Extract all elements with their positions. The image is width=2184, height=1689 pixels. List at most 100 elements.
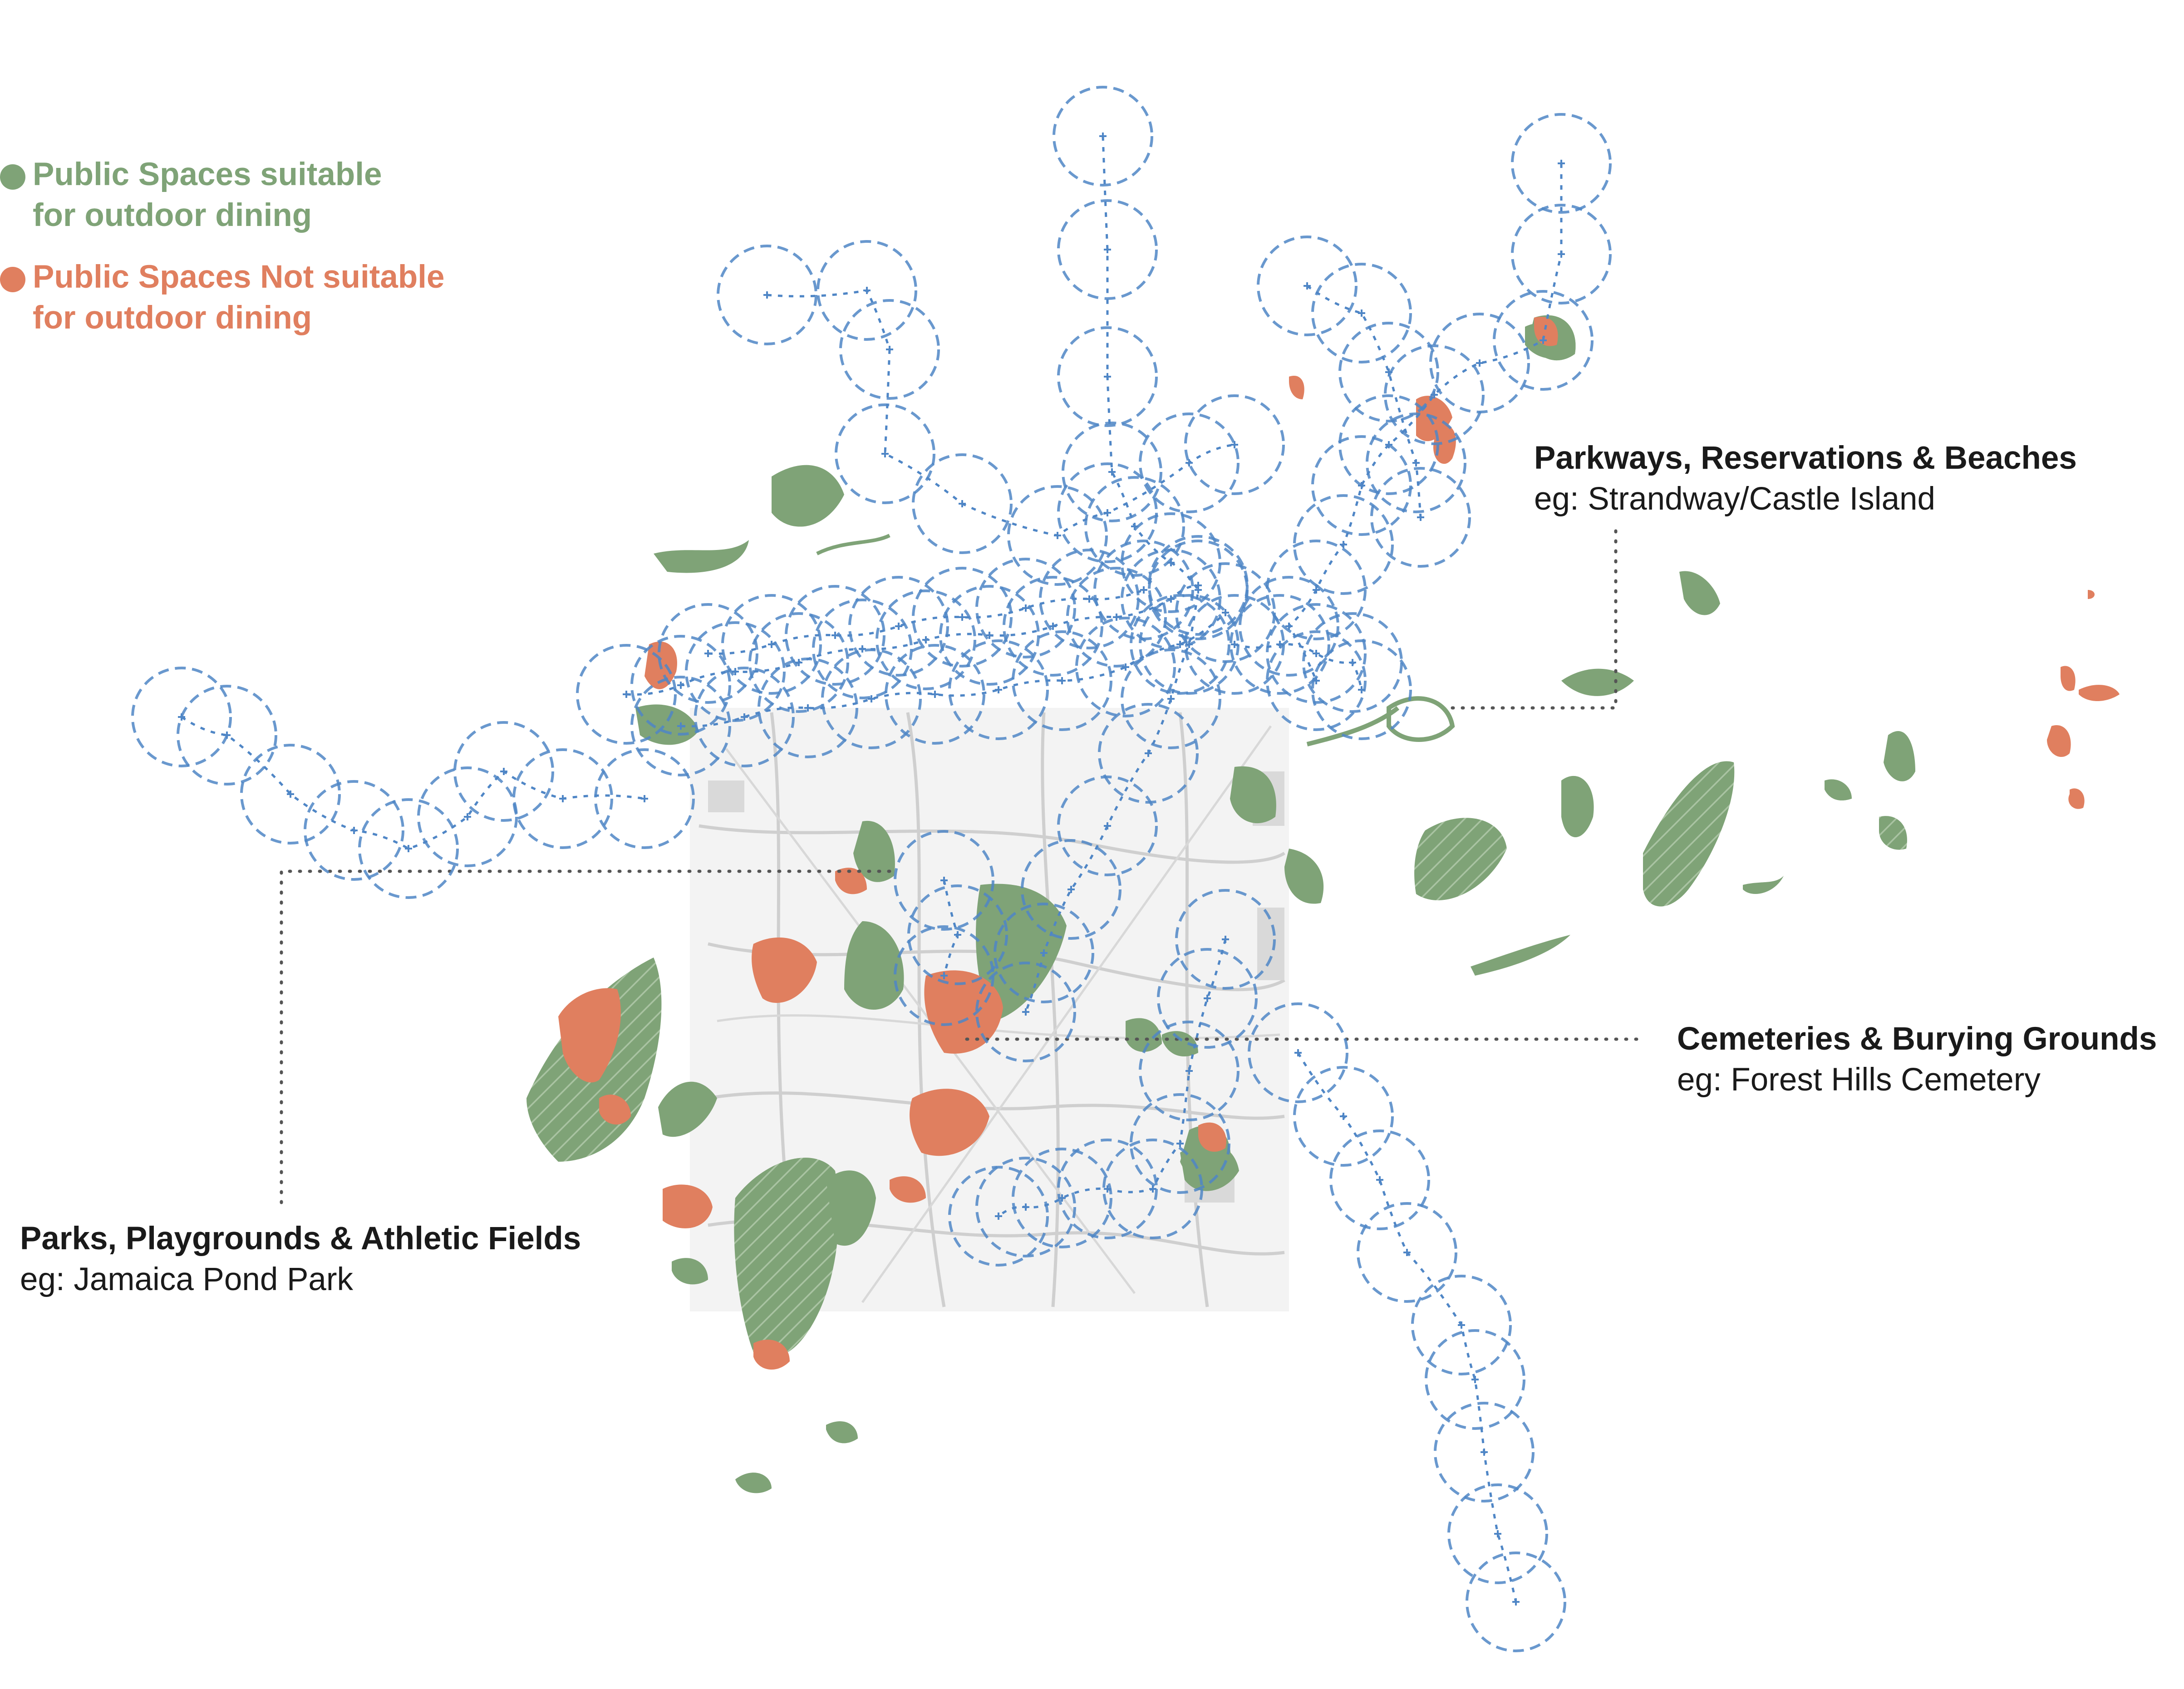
transit-stop-marker [763, 291, 771, 299]
transit-stop-marker [704, 650, 712, 657]
transit-stop-marker [1140, 586, 1147, 594]
transit-stop-buffers [131, 86, 1612, 1652]
transit-stop-buffer [912, 453, 1013, 554]
transit-stop-marker [1086, 595, 1093, 603]
transit-stop-marker [1403, 1249, 1411, 1256]
transit-stop-marker [1054, 532, 1061, 539]
transit-stop-marker [1104, 246, 1111, 253]
transit-stop-marker [1558, 160, 1565, 167]
transit-stop-buffer [630, 676, 731, 776]
transit-stop-buffer [1066, 567, 1167, 668]
callout-parks-title: Parks, Playgrounds & Athletic Fields [20, 1221, 581, 1257]
legend-suitable-line2: for outdoor dining [33, 197, 312, 233]
transit-stop-marker [1294, 1049, 1302, 1056]
transit-stop-marker [886, 346, 893, 353]
transit-stop-buffer [1338, 394, 1439, 495]
transit-stop-marker [641, 795, 648, 802]
transit-stop-buffer [748, 612, 849, 713]
transit-stop-buffer [907, 884, 1008, 985]
transit-stop-buffer [630, 635, 731, 736]
transit-stop-buffer [1053, 86, 1153, 187]
transit-stop-buffer [131, 667, 232, 767]
transit-stop-buffer [817, 240, 917, 341]
transit-stop-buffer [1139, 1021, 1240, 1121]
transit-stop-buffer [1511, 204, 1612, 304]
transit-stop-marker [995, 686, 1002, 693]
transit-stop-buffer [1434, 1402, 1535, 1502]
transit-stop-buffer [1039, 549, 1140, 649]
transit-stop-buffer [1230, 594, 1330, 695]
transit-stop-marker [1104, 509, 1111, 516]
transit-stop-buffer [975, 1157, 1076, 1257]
not-suitable-spaces [558, 317, 2120, 1370]
transit-line [1024, 136, 1200, 1012]
transit-stop-buffer [1007, 485, 1108, 586]
transit-line [1297, 1052, 1517, 1602]
transit-line [767, 289, 1235, 537]
legend-not-suitable-line1: Public Spaces Not suitable [33, 259, 445, 295]
transit-stop-marker [1195, 582, 1202, 589]
transit-stop-marker [1358, 686, 1365, 693]
transit-stop-buffer [1098, 703, 1199, 804]
transit-stop-marker [1185, 1067, 1193, 1075]
transit-stop-marker [895, 623, 902, 630]
transit-stop-buffer [1139, 412, 1240, 513]
callout-parkways: Parkways, Reservations & Beaches eg: Str… [1534, 438, 2077, 520]
transit-stop-buffer [1157, 948, 1258, 1049]
transit-stop-marker [1099, 133, 1107, 140]
transit-stop-buffer [1248, 1002, 1348, 1103]
transit-stop-marker [959, 614, 966, 621]
transit-stop-marker [1481, 1448, 1488, 1456]
transit-stop-marker [677, 682, 684, 689]
transit-stop-buffer [894, 925, 994, 1026]
transit-stop-marker [1022, 1008, 1029, 1016]
transit-stop-buffer [835, 403, 935, 504]
transit-stop-marker [1145, 750, 1152, 757]
transit-stop-buffer [1511, 113, 1612, 214]
transit-stop-marker [1204, 995, 1211, 1002]
transit-stop-buffer [1311, 263, 1412, 363]
transit-stop-buffer [1130, 1093, 1230, 1194]
transit-stop-marker [1358, 309, 1365, 317]
transit-stop-marker [1285, 623, 1293, 630]
transit-stop-buffer [512, 748, 613, 849]
transit-stop-buffer [1057, 1139, 1158, 1239]
transit-stop-buffer [240, 744, 341, 844]
transit-stop-buffer [839, 299, 940, 400]
transit-stop-marker [1349, 659, 1356, 666]
callout-parks: Parks, Playgrounds & Athletic Fields eg:… [20, 1218, 581, 1300]
transit-stop-marker [350, 827, 358, 834]
transit-stop-buffer [821, 648, 922, 749]
transit-stop-buffer [1370, 467, 1471, 568]
transit-stop-buffer [1062, 422, 1162, 522]
transit-stop-marker [931, 691, 939, 698]
transit-stop-buffer [1411, 1275, 1512, 1375]
transit-line [680, 612, 1226, 728]
transit-stop-buffer [1175, 562, 1276, 663]
transit-stop-marker [1385, 368, 1392, 376]
transit-stop-buffer [1266, 540, 1367, 640]
transit-stop-marker [1176, 1140, 1184, 1147]
transit-stop-buffer [785, 585, 885, 686]
transit-stop-buffer [658, 603, 758, 704]
transit-stop-buffer [894, 830, 994, 931]
transit-stop-buffer [1293, 1066, 1394, 1167]
transit-stop-buffer [975, 962, 1076, 1062]
transit-stop-marker [868, 695, 875, 702]
transit-stop-marker [768, 641, 775, 648]
transit-stop-marker [464, 813, 471, 820]
transit-stop-marker [1222, 609, 1229, 616]
transit-stop-marker [1167, 695, 1175, 702]
transit-stop-marker [940, 877, 948, 884]
callout-cemeteries-title: Cemeteries & Burying Grounds [1677, 1021, 2157, 1057]
transit-stop-buffer [1130, 594, 1230, 695]
callout-cemeteries: Cemeteries & Burying Grounds eg: Forest … [1677, 1019, 2157, 1100]
transit-stop-buffer [1075, 617, 1176, 717]
transit-stop-marker [1313, 586, 1320, 594]
transit-stop-buffer [1357, 1202, 1457, 1303]
transit-stop-marker [1471, 1376, 1479, 1383]
legend-suitable-line1: Public Spaces suitable [33, 157, 382, 192]
transit-stop-buffer [1311, 435, 1412, 536]
transit-line [181, 716, 645, 850]
